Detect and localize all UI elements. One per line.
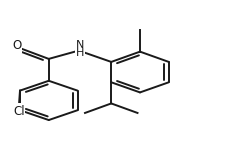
Text: N: N xyxy=(16,104,24,117)
Text: H: H xyxy=(76,48,84,58)
Text: Cl: Cl xyxy=(13,105,24,118)
Text: N: N xyxy=(76,40,84,50)
Text: O: O xyxy=(12,39,22,52)
